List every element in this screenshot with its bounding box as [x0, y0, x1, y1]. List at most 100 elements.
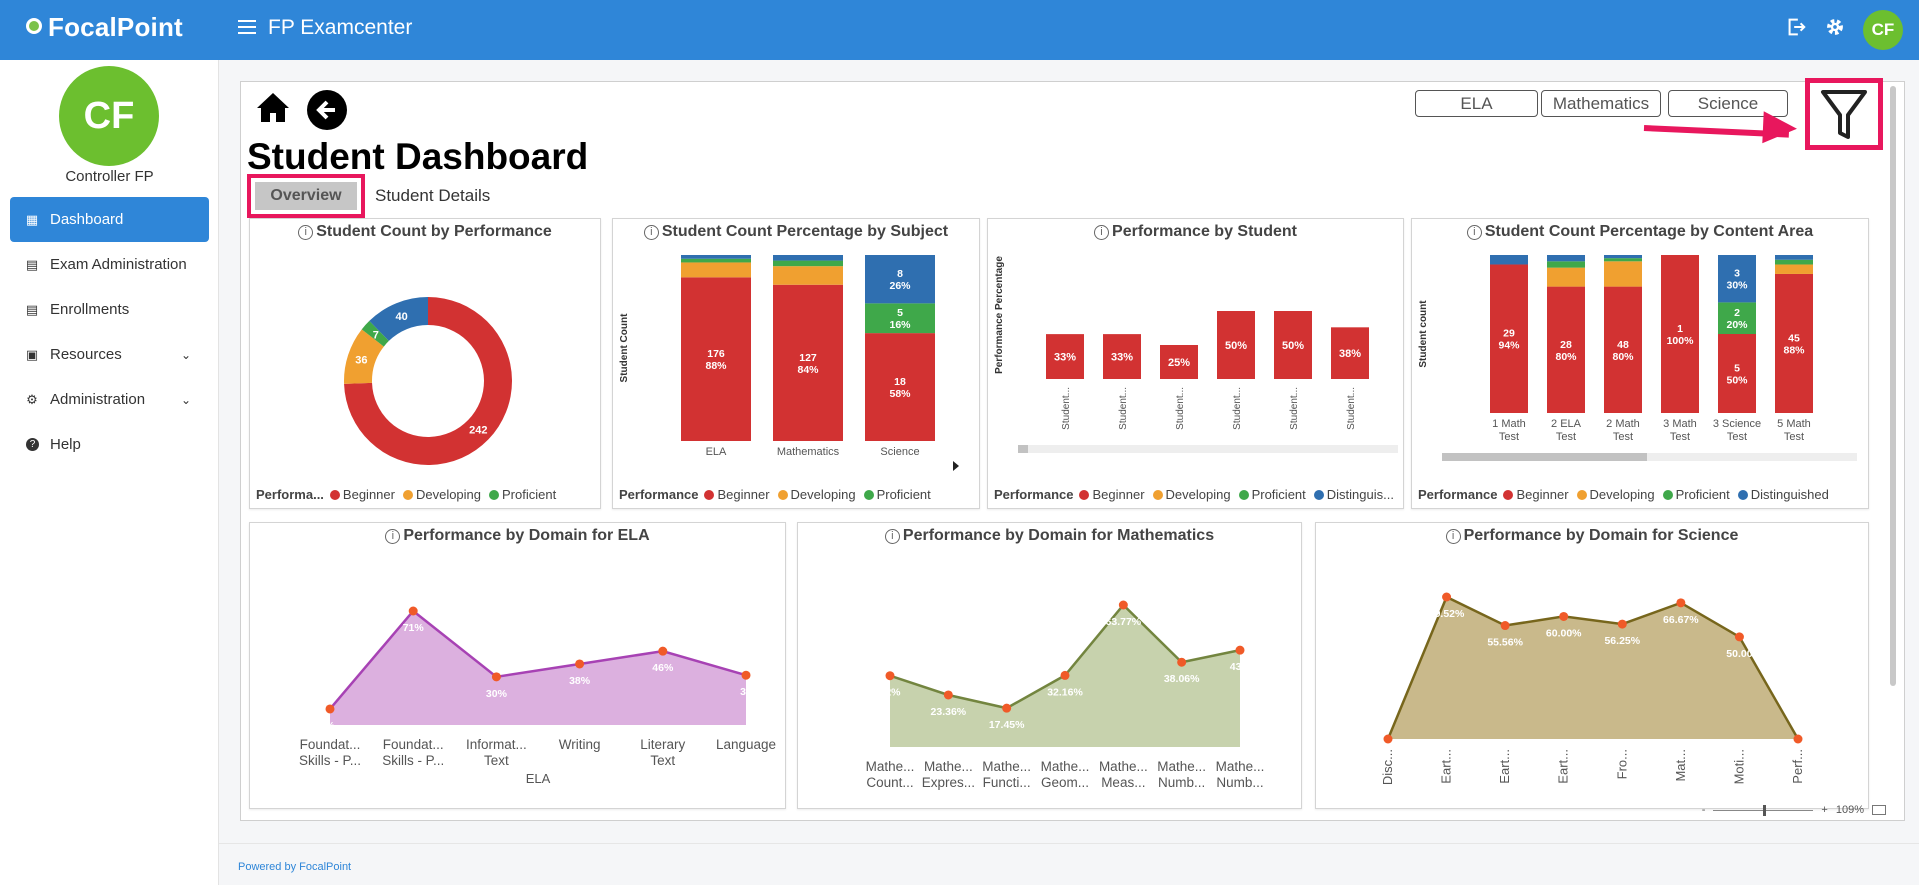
data-point [1118, 600, 1128, 610]
legend-item[interactable]: Beginner [1079, 487, 1145, 502]
bar-segment-proficient [865, 303, 935, 334]
x-tick-label: 3 Math Test [1663, 418, 1697, 443]
legend-item[interactable]: Proficient [1662, 487, 1730, 502]
sidebar-item-resources[interactable]: ▣ Resources ⌄ [10, 332, 209, 377]
legend-item[interactable]: Developing [1576, 487, 1655, 502]
info-icon[interactable]: i [884, 529, 900, 544]
chart-legend: Performa... Beginner Developing Proficient [256, 487, 564, 502]
legend-swatch [1152, 489, 1163, 500]
bar-segment-proficient [1775, 259, 1813, 265]
bar-data-label: 25% [1168, 357, 1190, 369]
mathematics-filter-button[interactable]: Mathematics [1541, 90, 1661, 117]
info-icon[interactable]: i [1466, 225, 1482, 240]
legend-item[interactable]: Beginner [704, 487, 770, 502]
chart-legend: Performance Beginner Developing Proficient D… [1418, 487, 1837, 502]
legend-swatch [1238, 489, 1249, 500]
x-tick-label: Student... [1175, 387, 1186, 430]
home-icon[interactable] [253, 88, 293, 133]
sidebar-item-administration[interactable]: ⚙ Administration ⌄ [10, 377, 209, 422]
settings-gear-icon[interactable] [1825, 17, 1845, 43]
x-tick-label: Mathe... Geom... [1041, 759, 1090, 790]
x-tick-label: Mathe... Numb... [1216, 759, 1265, 790]
sidebar-item-label: Resources [50, 346, 122, 363]
legend-item[interactable]: Developing [402, 487, 482, 502]
card-student-count-by-performance: i Student Count by Performance 242 36 7 40 P… [249, 218, 601, 509]
area-chart: 0%Disc... 69.52% Eart... 55.56% Eart... 60.00… [1380, 592, 1805, 785]
tab-student-details[interactable]: Student Details [375, 186, 491, 205]
fit-page-icon[interactable] [1872, 805, 1886, 815]
brand-name: FocalPoint [48, 12, 183, 42]
legend-item[interactable]: Distinguis... [1313, 487, 1394, 502]
sidebar-item-enrollments[interactable]: ▤ Enrollments [10, 287, 209, 332]
tab-overview[interactable]: Overview [247, 174, 365, 218]
data-label: 66.67% [1663, 614, 1699, 626]
legend-label: Distinguis... [1326, 487, 1394, 502]
chart-legend: Performance Beginner Developing Proficient D… [994, 487, 1402, 502]
sidebar-item-exam-administration[interactable]: ▤ Exam Administration [10, 242, 209, 287]
x-tick-label: Science [880, 446, 919, 458]
list-icon: ▤ [25, 301, 39, 317]
bar-segment-distinguished [1775, 255, 1813, 260]
powered-by-link[interactable]: Powered by FocalPoint [238, 861, 352, 873]
legend-label: Developing [415, 487, 482, 502]
sidebar-item-help[interactable]: ? Help [10, 422, 209, 467]
tab-overview-label: Overview [255, 182, 357, 210]
data-point [1383, 734, 1393, 744]
data-label: 38.06% [1164, 673, 1200, 685]
y-axis-label: Performance Percentage [994, 256, 1005, 374]
legend-label: Developing [1589, 487, 1655, 502]
ela-filter-button[interactable]: ELA [1415, 90, 1538, 117]
data-label: 31 [740, 686, 752, 698]
bar-data-label: 127 84% [797, 352, 819, 376]
legend-title: Performance [994, 487, 1074, 502]
donut-slice-value: 36 [355, 354, 367, 366]
legend-item[interactable]: Beginner [1503, 487, 1569, 502]
sidebar-item-dashboard[interactable]: ▦ Dashboard [10, 197, 209, 242]
data-label: 30% [486, 688, 508, 700]
user-avatar[interactable]: CF [1863, 10, 1903, 50]
brand-logo[interactable]: FocalPoint [26, 12, 183, 43]
sidebar-item-label: Exam Administration [50, 256, 187, 273]
logout-icon[interactable] [1785, 16, 1807, 44]
scrollbar-thumb [1018, 445, 1028, 453]
menu-toggle-icon[interactable] [238, 20, 256, 36]
bar-segment-beginner [681, 277, 751, 441]
info-icon[interactable]: i [1094, 225, 1110, 240]
data-label: 50.00 [1726, 648, 1752, 660]
data-label: 32.16% [1047, 686, 1083, 698]
x-tick-label: Mathematics [777, 446, 840, 458]
legend-title: Performa... [256, 487, 324, 502]
zoom-control[interactable]: - + 109% [1702, 804, 1886, 816]
bar-data-label: 18 58% [889, 376, 911, 400]
x-tick-label: Eart... [1497, 749, 1512, 784]
filter-icon[interactable] [1805, 78, 1883, 150]
back-arrow-icon[interactable] [307, 90, 347, 130]
x-tick-label: Student... [1232, 387, 1243, 430]
x-tick-label: Mathe... Meas... [1099, 759, 1148, 790]
data-label: 43.5 [1230, 661, 1251, 673]
x-tick-label: Eart... [1556, 749, 1571, 784]
legend-item[interactable]: Proficient [489, 487, 556, 502]
legend-item[interactable]: Developing [1152, 487, 1231, 502]
card-count-pct-by-subject: i Student Count Percentage by Subject 176… [612, 218, 980, 509]
legend-item[interactable]: Distinguished [1737, 487, 1829, 502]
legend-item[interactable]: Developing [777, 487, 856, 502]
x-tick-label: 1 Math Test [1492, 418, 1526, 443]
legend-swatch [1079, 489, 1090, 500]
info-icon[interactable]: i [1445, 529, 1461, 544]
x-tick-label: ELA [706, 446, 727, 458]
science-filter-button[interactable]: Science [1668, 90, 1788, 117]
info-icon[interactable]: i [385, 529, 401, 544]
info-icon[interactable]: i [643, 225, 659, 240]
legend-label: Proficient [1675, 487, 1730, 502]
data-label: 32% [879, 687, 901, 699]
donut-slice-value: 40 [395, 311, 407, 323]
card-domain-science: i Performance by Domain for Science 0% Dis… [1315, 522, 1869, 809]
legend-item[interactable]: Beginner [329, 487, 395, 502]
vertical-scrollbar[interactable] [1890, 86, 1896, 686]
info-icon[interactable]: i [298, 225, 314, 240]
x-tick-label: Informat... Text [466, 737, 527, 768]
bar-segment-developing [773, 266, 843, 285]
legend-item[interactable]: Proficient [1238, 487, 1306, 502]
legend-item[interactable]: Proficient [863, 487, 931, 502]
